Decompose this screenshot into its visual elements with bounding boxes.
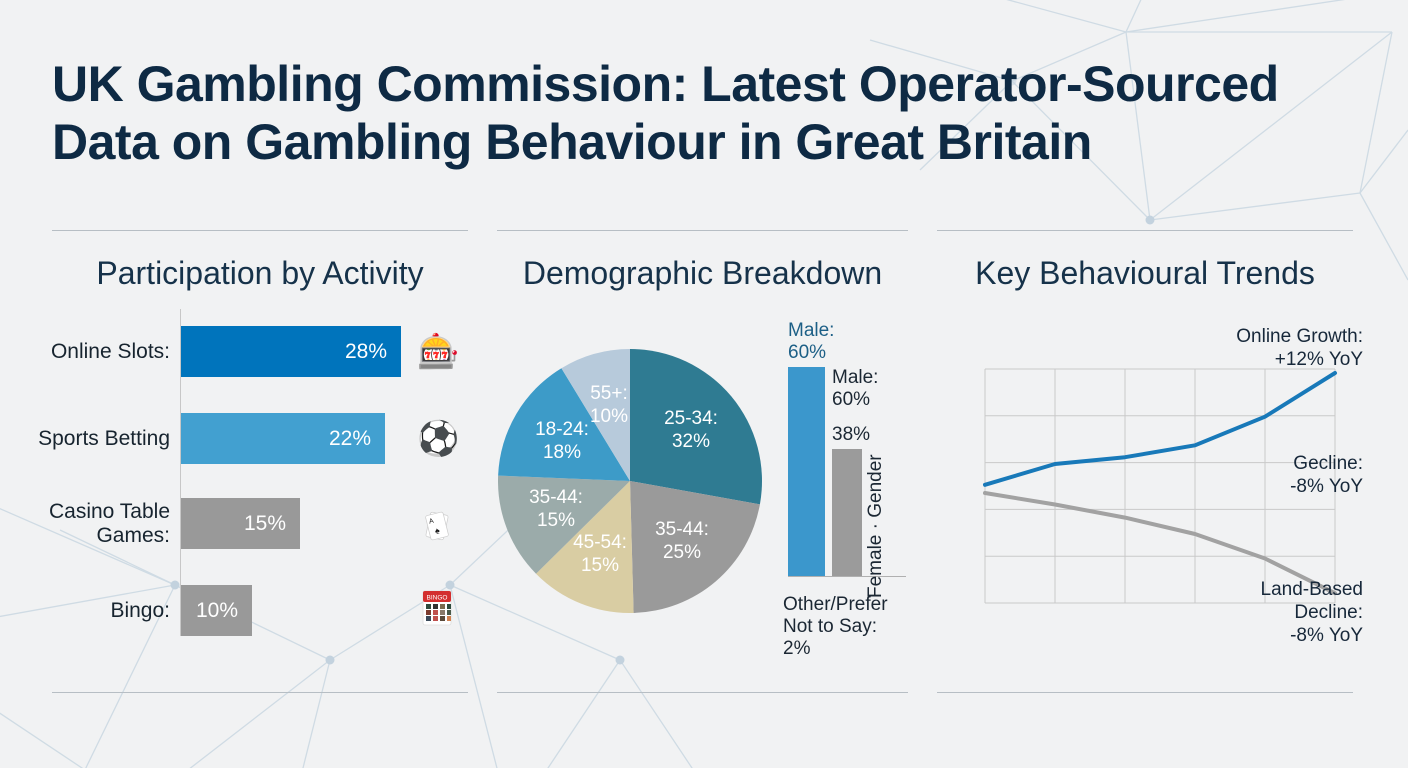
svg-text:BINGO: BINGO bbox=[427, 594, 448, 601]
